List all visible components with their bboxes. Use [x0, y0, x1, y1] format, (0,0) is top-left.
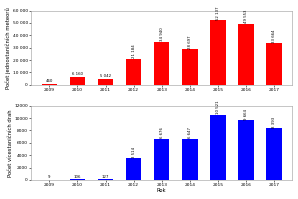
Y-axis label: Počet vícestaničních drah: Počet vícestaničních drah	[8, 109, 13, 177]
Text: 10 521: 10 521	[216, 101, 220, 114]
Text: 8 393: 8 393	[272, 116, 276, 128]
Bar	[266, 128, 282, 180]
Bar	[154, 42, 170, 85]
Bar	[182, 139, 198, 180]
Bar	[182, 49, 198, 85]
Text: 34 940: 34 940	[160, 27, 164, 41]
Bar	[210, 20, 226, 85]
Text: 460: 460	[46, 79, 53, 83]
Bar	[210, 115, 226, 180]
Text: 9: 9	[48, 175, 51, 179]
Bar	[70, 179, 85, 180]
Bar	[266, 43, 282, 85]
Bar	[238, 120, 254, 180]
Text: 52 137: 52 137	[216, 6, 220, 20]
Bar	[98, 179, 113, 180]
Text: 33 664: 33 664	[272, 29, 276, 43]
Bar	[238, 23, 254, 85]
Text: 106: 106	[74, 175, 81, 179]
Text: 21 184: 21 184	[132, 44, 136, 58]
Text: 6 676: 6 676	[160, 127, 164, 138]
Text: 28 697: 28 697	[188, 35, 192, 49]
Text: 3 514: 3 514	[132, 146, 136, 158]
Text: 9 664: 9 664	[244, 109, 248, 120]
Text: 127: 127	[102, 175, 109, 179]
Bar	[42, 84, 57, 85]
Bar	[98, 78, 113, 85]
Bar	[126, 59, 141, 85]
Bar	[154, 139, 170, 180]
Text: 49 553: 49 553	[244, 9, 248, 23]
Text: 6 160: 6 160	[72, 72, 83, 76]
Text: 6 647: 6 647	[188, 127, 192, 138]
Y-axis label: Počet jednostaničních meteorů: Počet jednostaničních meteorů	[6, 7, 11, 89]
Bar	[70, 77, 85, 85]
X-axis label: Rok: Rok	[157, 188, 167, 193]
Bar	[126, 158, 141, 180]
Text: 5 042: 5 042	[100, 73, 111, 78]
